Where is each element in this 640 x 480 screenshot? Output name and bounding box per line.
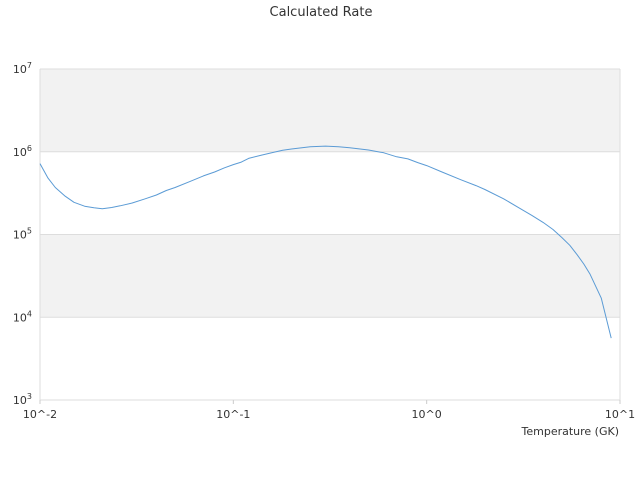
gridlines bbox=[39, 68, 621, 401]
x-tick-label: 10^-2 bbox=[23, 408, 57, 421]
y-tick-label: 103 bbox=[13, 392, 32, 407]
grid-band bbox=[40, 69, 620, 152]
y-tick-label: 104 bbox=[13, 309, 32, 324]
chart-title: Calculated Rate bbox=[270, 5, 373, 20]
series-line-0 bbox=[39, 145, 612, 339]
grid-band bbox=[40, 234, 620, 318]
x-tick-label: 10^1 bbox=[605, 408, 635, 421]
x-tick-label: 10^-1 bbox=[216, 408, 250, 421]
y-tick-label: 105 bbox=[13, 227, 32, 242]
x-tick-label: 10^0 bbox=[412, 408, 442, 421]
y-tick-label: 106 bbox=[13, 144, 32, 159]
grid-band bbox=[40, 151, 620, 235]
grid-bands bbox=[40, 69, 620, 400]
y-tick-label: 107 bbox=[13, 61, 32, 76]
x-axis-ticks: 10^-2 10^-1 10^0 10^1 bbox=[23, 400, 635, 421]
grid-band bbox=[40, 317, 620, 400]
y-axis-ticks: 103 104 105 106 107 bbox=[13, 61, 32, 407]
x-axis-label: Temperature (GK) bbox=[521, 425, 620, 438]
series-layer bbox=[39, 145, 612, 339]
